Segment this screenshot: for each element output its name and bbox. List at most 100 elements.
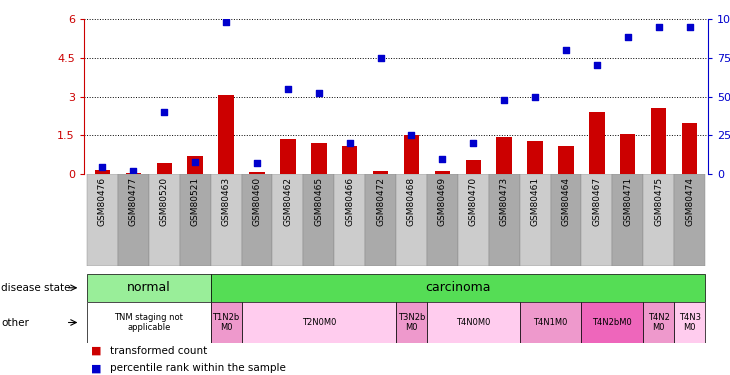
Bar	[126, 173, 141, 174]
Bar	[280, 140, 296, 174]
Text: GSM80474: GSM80474	[685, 177, 694, 226]
Text: GSM80473: GSM80473	[499, 177, 509, 226]
Point	[529, 94, 541, 100]
Bar	[334, 174, 365, 266]
Text: GSM80468: GSM80468	[407, 177, 416, 226]
Text: ■: ■	[91, 346, 101, 355]
Bar	[581, 302, 643, 343]
Text: GSM80465: GSM80465	[315, 177, 323, 226]
Bar	[156, 163, 172, 174]
Text: T4N2bM0: T4N2bM0	[593, 318, 632, 327]
Point	[591, 62, 603, 68]
Text: percentile rank within the sample: percentile rank within the sample	[110, 363, 285, 373]
Text: GSM80477: GSM80477	[129, 177, 138, 226]
Bar	[488, 174, 520, 266]
Text: GSM80460: GSM80460	[253, 177, 261, 226]
Bar	[558, 146, 574, 174]
Bar	[396, 174, 427, 266]
Bar	[218, 95, 234, 174]
Bar	[404, 135, 419, 174]
Text: T4N0M0: T4N0M0	[456, 318, 491, 327]
Text: GSM80464: GSM80464	[561, 177, 570, 226]
Text: GSM80472: GSM80472	[376, 177, 385, 226]
Bar	[496, 137, 512, 174]
Bar	[311, 143, 326, 174]
Point	[467, 140, 479, 146]
Bar	[520, 174, 550, 266]
Bar	[149, 174, 180, 266]
Bar	[612, 174, 643, 266]
Text: T2N0M0: T2N0M0	[301, 318, 336, 327]
Bar	[466, 160, 481, 174]
Bar	[651, 108, 666, 174]
Point	[189, 159, 201, 165]
Bar	[620, 134, 636, 174]
Point	[437, 156, 448, 162]
Bar	[211, 274, 705, 302]
Text: GSM80467: GSM80467	[592, 177, 602, 226]
Text: T4N3
M0: T4N3 M0	[679, 313, 701, 332]
Point	[374, 55, 386, 61]
Point	[251, 160, 263, 166]
Point	[406, 132, 418, 138]
Bar	[643, 174, 674, 266]
Text: other: other	[1, 318, 29, 327]
Point	[158, 109, 170, 115]
Bar	[211, 174, 242, 266]
Bar	[434, 171, 450, 174]
Bar	[211, 302, 242, 343]
Bar	[458, 174, 488, 266]
Point	[622, 34, 634, 40]
Point	[96, 164, 108, 170]
Text: ■: ■	[91, 363, 101, 373]
Text: GSM80476: GSM80476	[98, 177, 107, 226]
Bar	[674, 302, 705, 343]
Bar	[87, 274, 211, 302]
Bar	[396, 302, 427, 343]
Text: GSM80475: GSM80475	[654, 177, 663, 226]
Bar	[242, 302, 396, 343]
Text: disease state: disease state	[1, 283, 71, 293]
Point	[499, 97, 510, 103]
Bar	[118, 174, 149, 266]
Bar	[373, 171, 388, 174]
Bar	[249, 172, 265, 174]
Bar	[427, 302, 520, 343]
Text: GSM80461: GSM80461	[531, 177, 539, 226]
Text: GSM80462: GSM80462	[283, 177, 293, 226]
Bar	[581, 174, 612, 266]
Bar	[589, 112, 604, 174]
Text: transformed count: transformed count	[110, 346, 207, 355]
Bar	[87, 174, 118, 266]
Bar	[180, 174, 211, 266]
Bar	[643, 302, 674, 343]
Text: TNM staging not
applicable: TNM staging not applicable	[115, 313, 183, 332]
Bar	[87, 302, 211, 343]
Text: GSM80466: GSM80466	[345, 177, 354, 226]
Text: carcinoma: carcinoma	[425, 281, 491, 294]
Bar	[304, 174, 334, 266]
Point	[560, 47, 572, 53]
Point	[282, 86, 293, 92]
Bar	[272, 174, 304, 266]
Point	[313, 90, 325, 96]
Point	[344, 140, 356, 146]
Bar	[95, 171, 110, 174]
Text: GSM80469: GSM80469	[438, 177, 447, 226]
Text: GSM80521: GSM80521	[191, 177, 200, 226]
Text: GSM80520: GSM80520	[160, 177, 169, 226]
Text: GSM80471: GSM80471	[623, 177, 632, 226]
Bar	[520, 302, 581, 343]
Bar	[188, 156, 203, 174]
Bar	[674, 174, 705, 266]
Point	[684, 24, 696, 30]
Point	[220, 19, 232, 25]
Text: T1N2b
M0: T1N2b M0	[212, 313, 239, 332]
Text: normal: normal	[127, 281, 171, 294]
Text: GSM80470: GSM80470	[469, 177, 477, 226]
Bar	[550, 174, 581, 266]
Text: T4N2
M0: T4N2 M0	[648, 313, 669, 332]
Bar	[682, 123, 697, 174]
Text: T4N1M0: T4N1M0	[534, 318, 568, 327]
Bar	[527, 141, 543, 174]
